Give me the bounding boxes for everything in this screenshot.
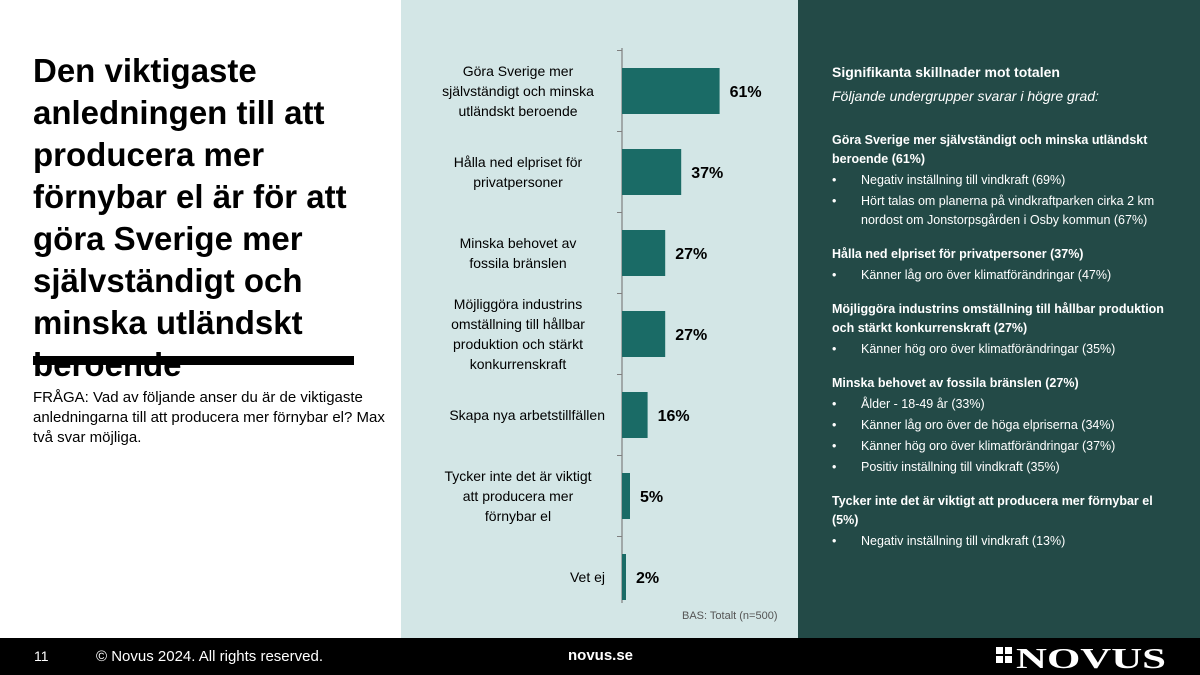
group-item: • Negativ inställning till vindkraft (13%… (832, 532, 1172, 551)
group-item-text: Negativ inställning till vindkraft (13%) (861, 534, 1066, 548)
category-label: Hålla ned elpriset för privatpersoner (454, 154, 583, 190)
bullet-icon: • (832, 418, 837, 432)
bar (622, 149, 682, 195)
copyright-text: © Novus 2024. All rights reserved. (96, 648, 323, 665)
bar (622, 311, 666, 357)
significance-subtitle: Följande undergrupper svarar i högre gra… (832, 88, 1099, 104)
group-item-text: Känner hög oro över klimatförändringar (… (861, 439, 1116, 453)
category-label: Skapa nya arbetstillfällen (449, 407, 605, 423)
group-item-text: Negativ inställning till vindkraft (69%) (861, 173, 1066, 187)
title-divider (33, 356, 354, 365)
group-item: • Ålder - 18-49 år (33%) (832, 395, 1172, 414)
significance-group: Tycker inte det är viktigt att producera… (832, 492, 1172, 551)
data-label: 5% (640, 489, 663, 506)
category-label: Möjliggöra industrins omställning till hå… (451, 296, 585, 372)
category-label: Göra Sverige mer självständigt och minska… (442, 63, 594, 119)
bullet-icon: • (832, 194, 837, 208)
group-item: • Känner låg oro över de höga elpriserna … (832, 416, 1172, 435)
category-label: Minska behovet av fossila bränslen (460, 235, 577, 271)
bar-chart: 61% Göra Sverige mer självständigt och min… (442, 48, 762, 603)
significance-group: Möjliggöra industrins omställning till h… (832, 300, 1172, 359)
data-label: 61% (730, 84, 762, 101)
question-text: FRÅGA: Vad av följande anser du är de vi… (33, 389, 385, 446)
group-heading: Möjliggöra industrins omställning till h… (832, 302, 1164, 335)
significance-group: Hålla ned elpriset för privatpersoner (3… (832, 245, 1172, 285)
website-link[interactable]: novus.se (568, 647, 634, 664)
chart-panel: 61% Göra Sverige mer självständigt och min… (401, 0, 798, 638)
group-item: • Negativ inställning till vindkraft (69%… (832, 171, 1172, 190)
group-heading: Minska behovet av fossila bränslen (27%) (832, 376, 1079, 390)
bar (622, 392, 648, 438)
significance-group: Göra Sverige mer självständigt och minsk… (832, 131, 1172, 230)
bar (622, 68, 720, 114)
left-panel: Den viktigaste anledningen till att prod… (0, 0, 401, 638)
group-item: • Positiv inställning till vindkraft (35%… (832, 458, 1172, 477)
bullet-icon: • (832, 397, 837, 411)
group-item: • Känner hög oro över klimatförändringar … (832, 340, 1172, 359)
bullet-icon: • (832, 173, 837, 187)
group-heading: Hålla ned elpriset för privatpersoner (3… (832, 247, 1084, 261)
significance-group: Minska behovet av fossila bränslen (27%)… (832, 374, 1172, 477)
group-item-text: Känner låg oro över klimatförändringar (… (861, 268, 1112, 282)
group-item-text: Positiv inställning till vindkraft (35%) (861, 460, 1060, 474)
chart-basis: BAS: Totalt (n=500) (682, 610, 778, 622)
slide-title: Den viktigaste anledningen till att prod… (33, 52, 347, 383)
footer: 11 © Novus 2024. All rights reserved. no… (0, 638, 1200, 675)
data-label: 27% (675, 246, 707, 263)
data-label: 2% (636, 570, 659, 587)
data-label: 37% (691, 165, 723, 182)
group-item-text: Känner låg oro över de höga elpriserna (… (861, 418, 1115, 432)
significance-panel (798, 0, 1200, 638)
bullet-icon: • (832, 534, 837, 548)
category-label: Tycker inte det är viktigt att producera … (444, 468, 591, 524)
group-heading: Tycker inte det är viktigt att producera… (832, 494, 1153, 527)
group-item: • Känner hög oro över klimatförändringar … (832, 437, 1172, 456)
group-item-text: Hört talas om planerna på vindkraftparke… (861, 194, 1155, 227)
significance-title: Signifikanta skillnader mot totalen (832, 64, 1060, 80)
svg-text:NOVUS: NOVUS (1016, 643, 1166, 671)
bar (622, 554, 626, 600)
novus-logo: NOVUS (996, 643, 1166, 671)
group-item-text: Ålder - 18-49 år (33%) (861, 397, 985, 411)
group-item: • Hört talas om planerna på vindkraftpark… (832, 192, 1172, 230)
group-item-text: Känner hög oro över klimatförändringar (… (861, 342, 1116, 356)
data-label: 27% (675, 327, 707, 344)
bar (622, 230, 666, 276)
data-label: 16% (658, 408, 690, 425)
category-label: Vet ej (570, 569, 605, 585)
group-item: • Känner låg oro över klimatförändringar … (832, 266, 1172, 285)
bullet-icon: • (832, 439, 837, 453)
bullet-icon: • (832, 342, 837, 356)
bullet-icon: • (832, 460, 837, 474)
group-heading: Göra Sverige mer självständigt och minsk… (832, 133, 1148, 166)
significance-groups: Göra Sverige mer självständigt och minsk… (832, 131, 1172, 566)
bar (622, 473, 630, 519)
page-number: 11 (34, 648, 49, 664)
bullet-icon: • (832, 268, 837, 282)
